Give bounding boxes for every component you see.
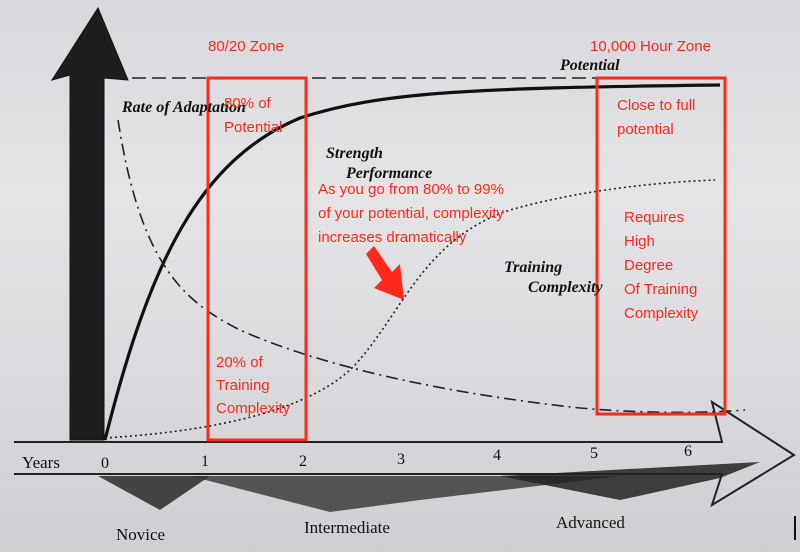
x-tick-4: 4: [493, 447, 501, 464]
performance-label: Performance: [345, 165, 432, 182]
strength-performance-curve: [103, 83, 721, 441]
red-pointer-arrow: [366, 246, 404, 300]
complexity-note-line2: of your potential, complexity: [318, 205, 504, 222]
rate-of-adaptation-curve: [117, 119, 746, 414]
twenty-pct-line3: Complexity: [216, 400, 291, 417]
requires-line2: High: [624, 233, 655, 250]
x-tick-3: 3: [397, 451, 405, 468]
x-tick-5: 5: [590, 445, 598, 462]
zone-10000-box: [595, 76, 727, 416]
page-edge-mark: [794, 516, 796, 540]
eighty-pct-line2: Potential: [224, 119, 282, 136]
stage-advanced-label: Advanced: [556, 513, 625, 532]
x-tick-1: 1: [201, 453, 209, 470]
complexity-note-line1: As you go from 80% to 99%: [318, 181, 504, 198]
x-tick-2: 2: [299, 453, 307, 470]
stage-wedge-intermediate: [190, 476, 620, 512]
stage-novice-label: Novice: [116, 525, 165, 544]
potential-label: Potential: [559, 57, 620, 74]
complexity-label: Complexity: [528, 279, 604, 296]
x-tick-0: 0: [101, 455, 109, 472]
requires-line5: Complexity: [624, 305, 699, 322]
requires-line1: Requires: [624, 209, 684, 226]
twenty-pct-line2: Training: [216, 377, 270, 394]
stage-intermediate-label: Intermediate: [304, 518, 390, 537]
close-full-line1: Close to full: [617, 97, 695, 114]
twenty-pct-line1: 20% of: [216, 354, 264, 371]
close-full-line2: potential: [617, 121, 674, 138]
y-axis-arrow: [50, 6, 129, 441]
strength-label: Strength: [326, 145, 383, 162]
rate-of-adaptation-label-line1: Rate of Adaptation: [121, 99, 246, 116]
x-tick-6: 6: [684, 443, 692, 460]
complexity-note-line3: increases dramatically: [318, 229, 467, 246]
training-label: Training: [504, 259, 562, 276]
zone-10000-title: 10,000 Hour Zone: [590, 38, 711, 55]
training-complexity-curve: [104, 179, 716, 439]
zone-8020-title: 80/20 Zone: [208, 38, 284, 55]
x-axis-label: Years: [22, 453, 60, 472]
requires-line4: Of Training: [624, 281, 697, 298]
stage-wedge-novice: [98, 476, 210, 510]
eighty-pct-line1: 80% of: [224, 95, 272, 112]
requires-line3: Degree: [624, 257, 673, 274]
stage-wedge-advanced: [500, 462, 760, 500]
zone-80-20-box: [206, 76, 308, 442]
